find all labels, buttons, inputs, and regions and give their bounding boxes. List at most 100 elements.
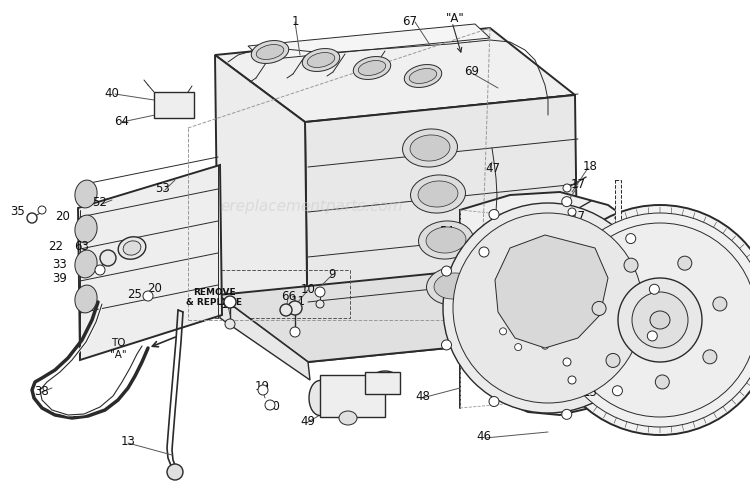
Circle shape — [489, 396, 499, 406]
Circle shape — [224, 296, 236, 308]
Ellipse shape — [339, 411, 357, 425]
Polygon shape — [215, 55, 308, 362]
Circle shape — [265, 400, 275, 410]
Circle shape — [553, 213, 750, 427]
Text: 9: 9 — [328, 268, 336, 281]
Bar — [365, 372, 400, 394]
Circle shape — [280, 304, 292, 316]
Ellipse shape — [75, 250, 97, 278]
Ellipse shape — [251, 40, 289, 63]
Text: 46: 46 — [476, 430, 491, 443]
Circle shape — [442, 266, 452, 276]
Circle shape — [290, 327, 300, 337]
Text: 53: 53 — [156, 182, 170, 195]
Text: 64: 64 — [115, 115, 130, 128]
Circle shape — [563, 223, 750, 417]
Circle shape — [554, 325, 560, 332]
Ellipse shape — [353, 57, 391, 80]
Ellipse shape — [370, 371, 400, 393]
Ellipse shape — [427, 267, 482, 305]
Circle shape — [514, 344, 522, 351]
Polygon shape — [78, 165, 222, 360]
Ellipse shape — [75, 215, 97, 243]
Text: 54: 54 — [440, 225, 454, 238]
Circle shape — [713, 297, 727, 311]
Ellipse shape — [309, 380, 331, 415]
Circle shape — [95, 265, 105, 275]
Text: 18: 18 — [583, 160, 598, 173]
Ellipse shape — [123, 241, 141, 255]
Text: 16: 16 — [583, 228, 598, 241]
Text: 67: 67 — [403, 15, 418, 28]
Circle shape — [500, 328, 506, 335]
Ellipse shape — [358, 61, 386, 75]
Ellipse shape — [403, 129, 457, 167]
Circle shape — [568, 208, 576, 216]
Text: 20: 20 — [148, 282, 163, 295]
Text: 39: 39 — [53, 272, 68, 285]
Circle shape — [632, 292, 688, 348]
Circle shape — [703, 350, 717, 364]
Text: ereplacementparts.com: ereplacementparts.com — [220, 199, 403, 214]
Circle shape — [647, 331, 657, 341]
Bar — [190, 270, 350, 318]
Text: 35: 35 — [10, 205, 26, 218]
Text: 13: 13 — [121, 435, 136, 448]
Circle shape — [592, 301, 606, 315]
Text: 52: 52 — [92, 196, 107, 209]
Ellipse shape — [410, 175, 466, 213]
Circle shape — [489, 210, 499, 220]
Ellipse shape — [418, 181, 458, 207]
Polygon shape — [218, 268, 578, 362]
Text: 11: 11 — [290, 295, 305, 308]
Circle shape — [563, 184, 571, 192]
Circle shape — [538, 309, 545, 316]
Circle shape — [315, 287, 325, 297]
Circle shape — [316, 300, 324, 308]
Ellipse shape — [506, 312, 554, 348]
Circle shape — [562, 409, 572, 419]
Text: 33: 33 — [53, 258, 68, 271]
Circle shape — [656, 375, 669, 389]
Circle shape — [624, 258, 638, 272]
Text: 47: 47 — [485, 162, 500, 175]
Text: 48: 48 — [416, 390, 430, 403]
Text: 22: 22 — [49, 240, 64, 253]
Text: 17: 17 — [571, 210, 586, 223]
Circle shape — [650, 284, 659, 294]
Ellipse shape — [426, 227, 466, 253]
Ellipse shape — [75, 285, 97, 313]
Ellipse shape — [410, 135, 450, 161]
Circle shape — [618, 278, 702, 362]
Polygon shape — [305, 95, 578, 362]
Bar — [615, 180, 621, 325]
Circle shape — [512, 311, 518, 318]
Circle shape — [563, 358, 571, 366]
Text: 66: 66 — [281, 290, 296, 303]
Circle shape — [443, 203, 653, 413]
Text: "A": "A" — [446, 12, 464, 25]
Circle shape — [100, 250, 116, 266]
Circle shape — [678, 256, 692, 270]
Circle shape — [613, 386, 622, 396]
Ellipse shape — [434, 273, 474, 299]
Text: REMOVE
& REPLACE: REMOVE & REPLACE — [186, 288, 242, 307]
Circle shape — [606, 354, 620, 368]
Circle shape — [626, 234, 636, 244]
Circle shape — [479, 247, 489, 257]
Text: 14: 14 — [571, 368, 586, 381]
Circle shape — [288, 301, 302, 315]
Polygon shape — [248, 24, 490, 60]
Text: 15: 15 — [583, 386, 598, 399]
Circle shape — [143, 291, 153, 301]
Ellipse shape — [75, 180, 97, 208]
Ellipse shape — [419, 221, 473, 259]
Circle shape — [568, 376, 576, 384]
Ellipse shape — [497, 306, 562, 354]
Text: 20: 20 — [266, 400, 280, 413]
Polygon shape — [455, 192, 660, 415]
Text: TO
"A": TO "A" — [110, 338, 126, 360]
Circle shape — [258, 385, 268, 395]
Text: 40: 40 — [104, 87, 119, 100]
Text: 1: 1 — [291, 15, 298, 28]
